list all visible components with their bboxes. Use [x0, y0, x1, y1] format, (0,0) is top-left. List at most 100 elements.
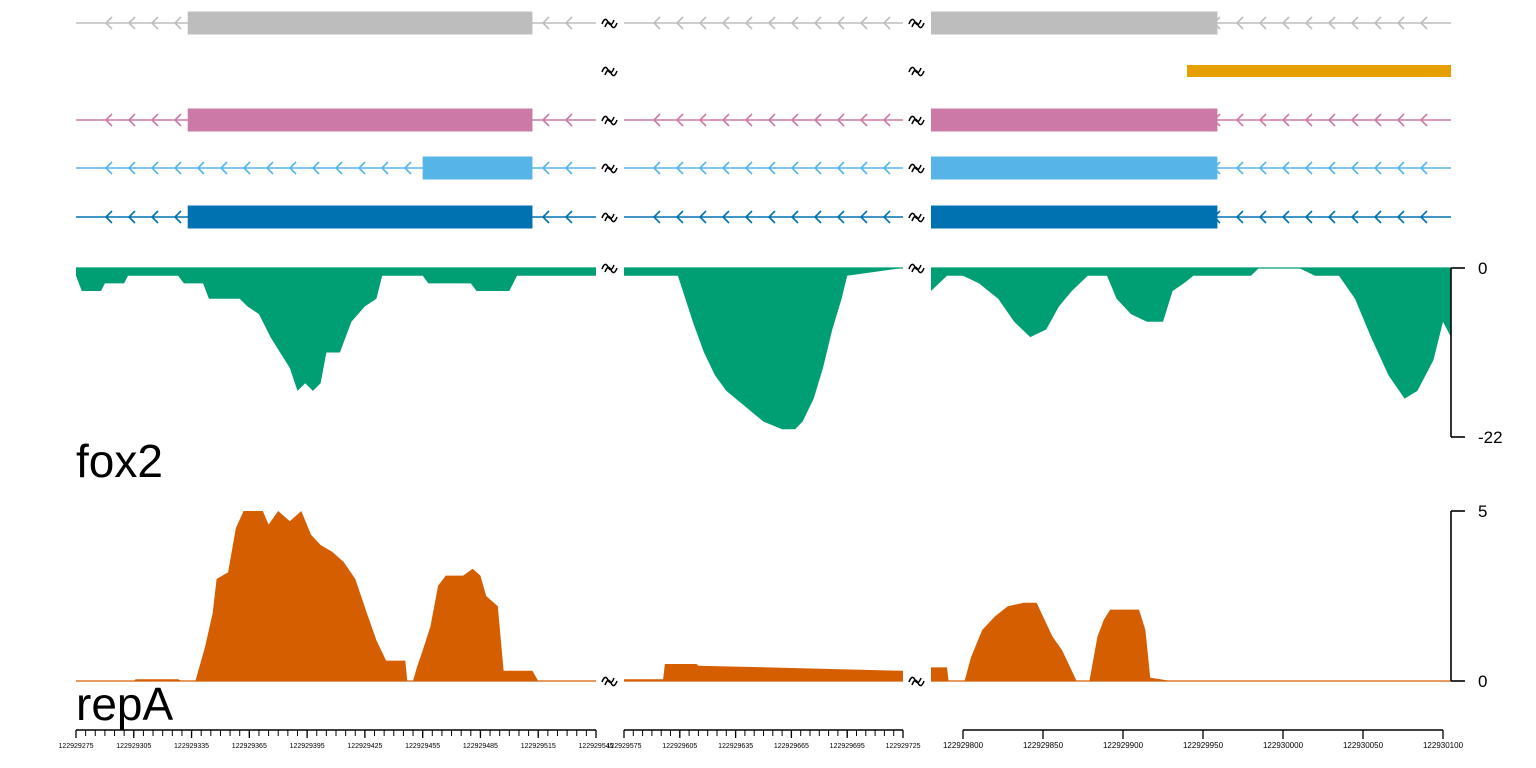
axis-tick-label: 122929665: [774, 743, 809, 750]
strand-arrow: [859, 161, 868, 175]
coverage-scale-fox2: 0 -22: [1450, 259, 1503, 447]
exon-block: [1187, 65, 1451, 77]
strand-arrow: [882, 161, 891, 175]
exon-block: [931, 205, 1218, 229]
transcript-tracks: [76, 11, 1451, 229]
transcript-row: [76, 108, 1451, 132]
transcript-row: [1187, 65, 1451, 77]
scale-label-bottom: -22: [1478, 428, 1503, 447]
strand-arrow: [1235, 16, 1244, 30]
axis-tick-label: 122929950: [1183, 741, 1224, 750]
strand-arrow: [265, 161, 274, 175]
strand-arrow: [790, 161, 799, 175]
axis-tick-label: 122929305: [116, 743, 151, 750]
strand-arrow: [813, 16, 822, 30]
strand-arrow: [882, 113, 891, 127]
strand-arrow: [675, 16, 684, 30]
exon-block: [422, 156, 533, 180]
break-marker: [601, 163, 618, 174]
coverage-track-fox2: 0 -22: [76, 259, 1503, 447]
strand-arrow: [813, 210, 822, 224]
strand-arrow: [836, 210, 845, 224]
strand-arrow: [403, 161, 412, 175]
coverage-area: [76, 268, 596, 391]
scale-label-top: 5: [1478, 502, 1487, 521]
strand-arrow: [790, 113, 799, 127]
strand-arrow: [721, 210, 730, 224]
strand-arrow: [675, 210, 684, 224]
strand-arrow: [1327, 16, 1336, 30]
strand-arrow: [104, 113, 113, 127]
axis-tick-label: 122929485: [463, 743, 498, 750]
strand-arrow: [652, 161, 661, 175]
strand-arrow: [744, 113, 753, 127]
strand-arrow: [564, 113, 573, 127]
strand-arrow: [104, 161, 113, 175]
break-marker: [601, 212, 618, 223]
strand-arrow: [744, 210, 753, 224]
strand-arrow: [564, 16, 573, 30]
strand-arrow: [698, 161, 707, 175]
break-squiggle: [604, 679, 618, 687]
strand-arrow: [1281, 161, 1290, 175]
coverage-area: [624, 664, 903, 681]
strand-arrow: [698, 16, 707, 30]
strand-arrow: [836, 113, 845, 127]
strand-arrow: [541, 113, 550, 127]
coverage-area: [76, 511, 596, 681]
strand-arrow: [104, 16, 113, 30]
strand-arrow: [767, 113, 776, 127]
strand-arrow: [311, 161, 320, 175]
strand-arrow: [652, 113, 661, 127]
coverage-area: [931, 268, 1451, 399]
scale-label-bottom: 0: [1478, 672, 1487, 691]
axis-segment: 122929800 122929850 122929900 122929950 1229…: [943, 729, 1464, 750]
strand-arrow: [1419, 113, 1428, 127]
strand-arrow: [1350, 161, 1359, 175]
strand-arrow: [1350, 16, 1359, 30]
axis-tick-label: 122929395: [290, 743, 325, 750]
strand-arrow: [859, 210, 868, 224]
break-marker: [601, 115, 618, 126]
strand-arrow: [196, 161, 205, 175]
break-marker: [908, 676, 925, 687]
strand-arrow: [1419, 16, 1428, 30]
strand-arrow: [173, 113, 182, 127]
strand-arrow: [219, 161, 228, 175]
segment-break-markers: [601, 18, 925, 687]
strand-arrow: [744, 161, 753, 175]
axis-tick-label: 122929455: [405, 743, 440, 750]
strand-arrow: [813, 113, 822, 127]
break-marker: [601, 676, 618, 687]
strand-arrow: [721, 161, 730, 175]
strand-arrow: [1304, 210, 1313, 224]
exon-block: [931, 108, 1218, 132]
axis-tick-label: 122929725: [885, 743, 920, 750]
strand-arrow: [541, 210, 550, 224]
break-squiggle: [911, 266, 925, 274]
strand-arrow: [767, 161, 776, 175]
strand-arrow: [1419, 161, 1428, 175]
break-marker: [601, 66, 618, 77]
coverage-area: [931, 602, 1451, 681]
coverage-scale-repA: 50: [1450, 502, 1487, 691]
axis-tick-label: 122929605: [662, 743, 697, 750]
track-label-repA: repA: [76, 678, 173, 730]
strand-arrow: [675, 161, 684, 175]
strand-arrow: [127, 113, 136, 127]
strand-arrow: [721, 113, 730, 127]
strand-arrow: [104, 210, 113, 224]
axis-tick-label: 122929800: [943, 741, 984, 750]
strand-arrow: [242, 161, 251, 175]
strand-arrow: [1350, 113, 1359, 127]
strand-arrow: [1373, 161, 1382, 175]
break-marker: [908, 263, 925, 274]
strand-arrow: [1327, 161, 1336, 175]
axis-tick-label: 122929695: [830, 743, 865, 750]
strand-arrow: [1373, 16, 1382, 30]
strand-arrow: [357, 161, 366, 175]
strand-arrow: [288, 161, 297, 175]
strand-arrow: [380, 161, 389, 175]
break-squiggle: [604, 118, 618, 126]
